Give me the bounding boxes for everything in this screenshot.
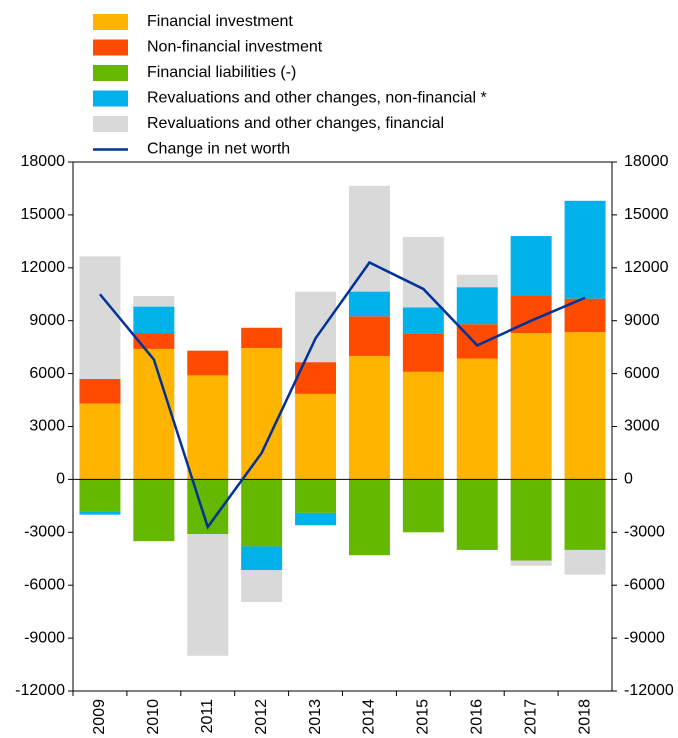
bar-segment xyxy=(510,479,552,561)
y-tick-label: 0 xyxy=(56,471,65,488)
y2-tick-label: 15000 xyxy=(624,206,669,223)
bar-segment xyxy=(241,479,283,547)
bar-segment xyxy=(295,291,337,363)
bar-segment xyxy=(402,236,444,308)
bar-segment xyxy=(348,479,390,556)
y2-tick-label: -12000 xyxy=(624,682,674,699)
bar-segment xyxy=(402,333,444,372)
x-tick-label: 2011 xyxy=(199,699,216,734)
x-tick-label: 2012 xyxy=(253,699,270,735)
bar-segment xyxy=(133,333,175,349)
bar-segment xyxy=(348,316,390,356)
x-tick-label: 2017 xyxy=(522,699,539,735)
bar-segment xyxy=(402,479,444,533)
bar-segment xyxy=(241,570,283,602)
legend-label: Financial investment xyxy=(147,13,293,30)
bar-segment xyxy=(456,479,498,550)
y-tick-label: 6000 xyxy=(29,365,65,382)
bar-segment xyxy=(79,511,121,515)
bar-segment xyxy=(348,185,390,292)
bar-segment xyxy=(295,512,337,526)
y2-tick-label: 9000 xyxy=(624,312,660,329)
y-tick-label: -12000 xyxy=(15,682,65,699)
x-tick-label: 2014 xyxy=(361,699,378,735)
y-tick-label: -6000 xyxy=(24,576,65,593)
legend-label: Change in net worth xyxy=(147,141,290,158)
y2-tick-label: 6000 xyxy=(624,365,660,382)
net-worth-line xyxy=(98,260,586,530)
bar-segment xyxy=(79,378,121,404)
bar-segment xyxy=(133,306,175,334)
bar-segment xyxy=(564,332,606,480)
bar-segment xyxy=(133,479,175,542)
x-tick-label: 2009 xyxy=(91,699,108,735)
y-tick-label: -3000 xyxy=(24,524,65,541)
bar-segment xyxy=(241,546,283,571)
y2-tick-label: 0 xyxy=(624,471,633,488)
y-tick-label: 18000 xyxy=(21,153,66,170)
x-tick-label: 2018 xyxy=(576,699,593,735)
x-tick-label: 2016 xyxy=(468,699,485,735)
legend-label: Financial liabilities (-) xyxy=(147,64,296,81)
y-tick-label: 15000 xyxy=(21,206,66,223)
bar-segment xyxy=(348,291,390,317)
bar-segment xyxy=(187,375,229,480)
legend-label: Revaluations and other changes, financia… xyxy=(147,115,444,132)
bar-segment xyxy=(295,479,337,513)
y2-tick-label: -6000 xyxy=(624,576,665,593)
legend-swatch xyxy=(93,116,128,132)
legend-swatch xyxy=(93,14,128,30)
bar-segment xyxy=(295,393,337,480)
bar-segment xyxy=(564,479,606,550)
bar-segment xyxy=(79,256,121,379)
x-tick-label: 2013 xyxy=(307,699,324,735)
y2-tick-label: 12000 xyxy=(624,259,669,276)
legend-swatch xyxy=(93,39,128,56)
bar-segment xyxy=(79,479,121,512)
legend-label: Non-financial investment xyxy=(147,39,323,56)
bar-segment xyxy=(456,274,498,288)
bar-segment xyxy=(510,333,552,480)
bar-segment xyxy=(133,296,175,307)
bar-segment xyxy=(402,307,444,334)
bar-segment xyxy=(133,348,175,480)
legend-swatch xyxy=(93,90,128,107)
bar-segment xyxy=(241,327,283,349)
x-tick-label: 2015 xyxy=(415,699,432,735)
bar-segment xyxy=(402,371,444,480)
bar-segment xyxy=(187,534,229,656)
bar-segment xyxy=(241,348,283,480)
bar-segment xyxy=(79,403,121,480)
y-tick-label: 3000 xyxy=(29,418,65,435)
y-tick-label: 9000 xyxy=(29,312,65,329)
legend-swatch xyxy=(93,65,128,81)
bar-segment xyxy=(456,358,498,480)
bar-segment xyxy=(510,236,552,297)
bar-segment xyxy=(187,350,229,376)
y2-tick-label: -3000 xyxy=(624,524,665,541)
y-tick-label: 12000 xyxy=(21,259,66,276)
y-tick-label: -9000 xyxy=(24,629,65,646)
y2-tick-label: 18000 xyxy=(624,153,669,170)
y2-tick-label: -9000 xyxy=(624,629,665,646)
bar-segment xyxy=(348,355,390,480)
bar-segment xyxy=(510,560,552,566)
bar-segment xyxy=(564,549,606,575)
x-tick-label: 2010 xyxy=(145,699,162,735)
y2-tick-label: 3000 xyxy=(624,418,660,435)
legend-label: Revaluations and other changes, non-fina… xyxy=(147,90,487,107)
bar-segment xyxy=(456,287,498,325)
bar-segment xyxy=(564,200,606,299)
